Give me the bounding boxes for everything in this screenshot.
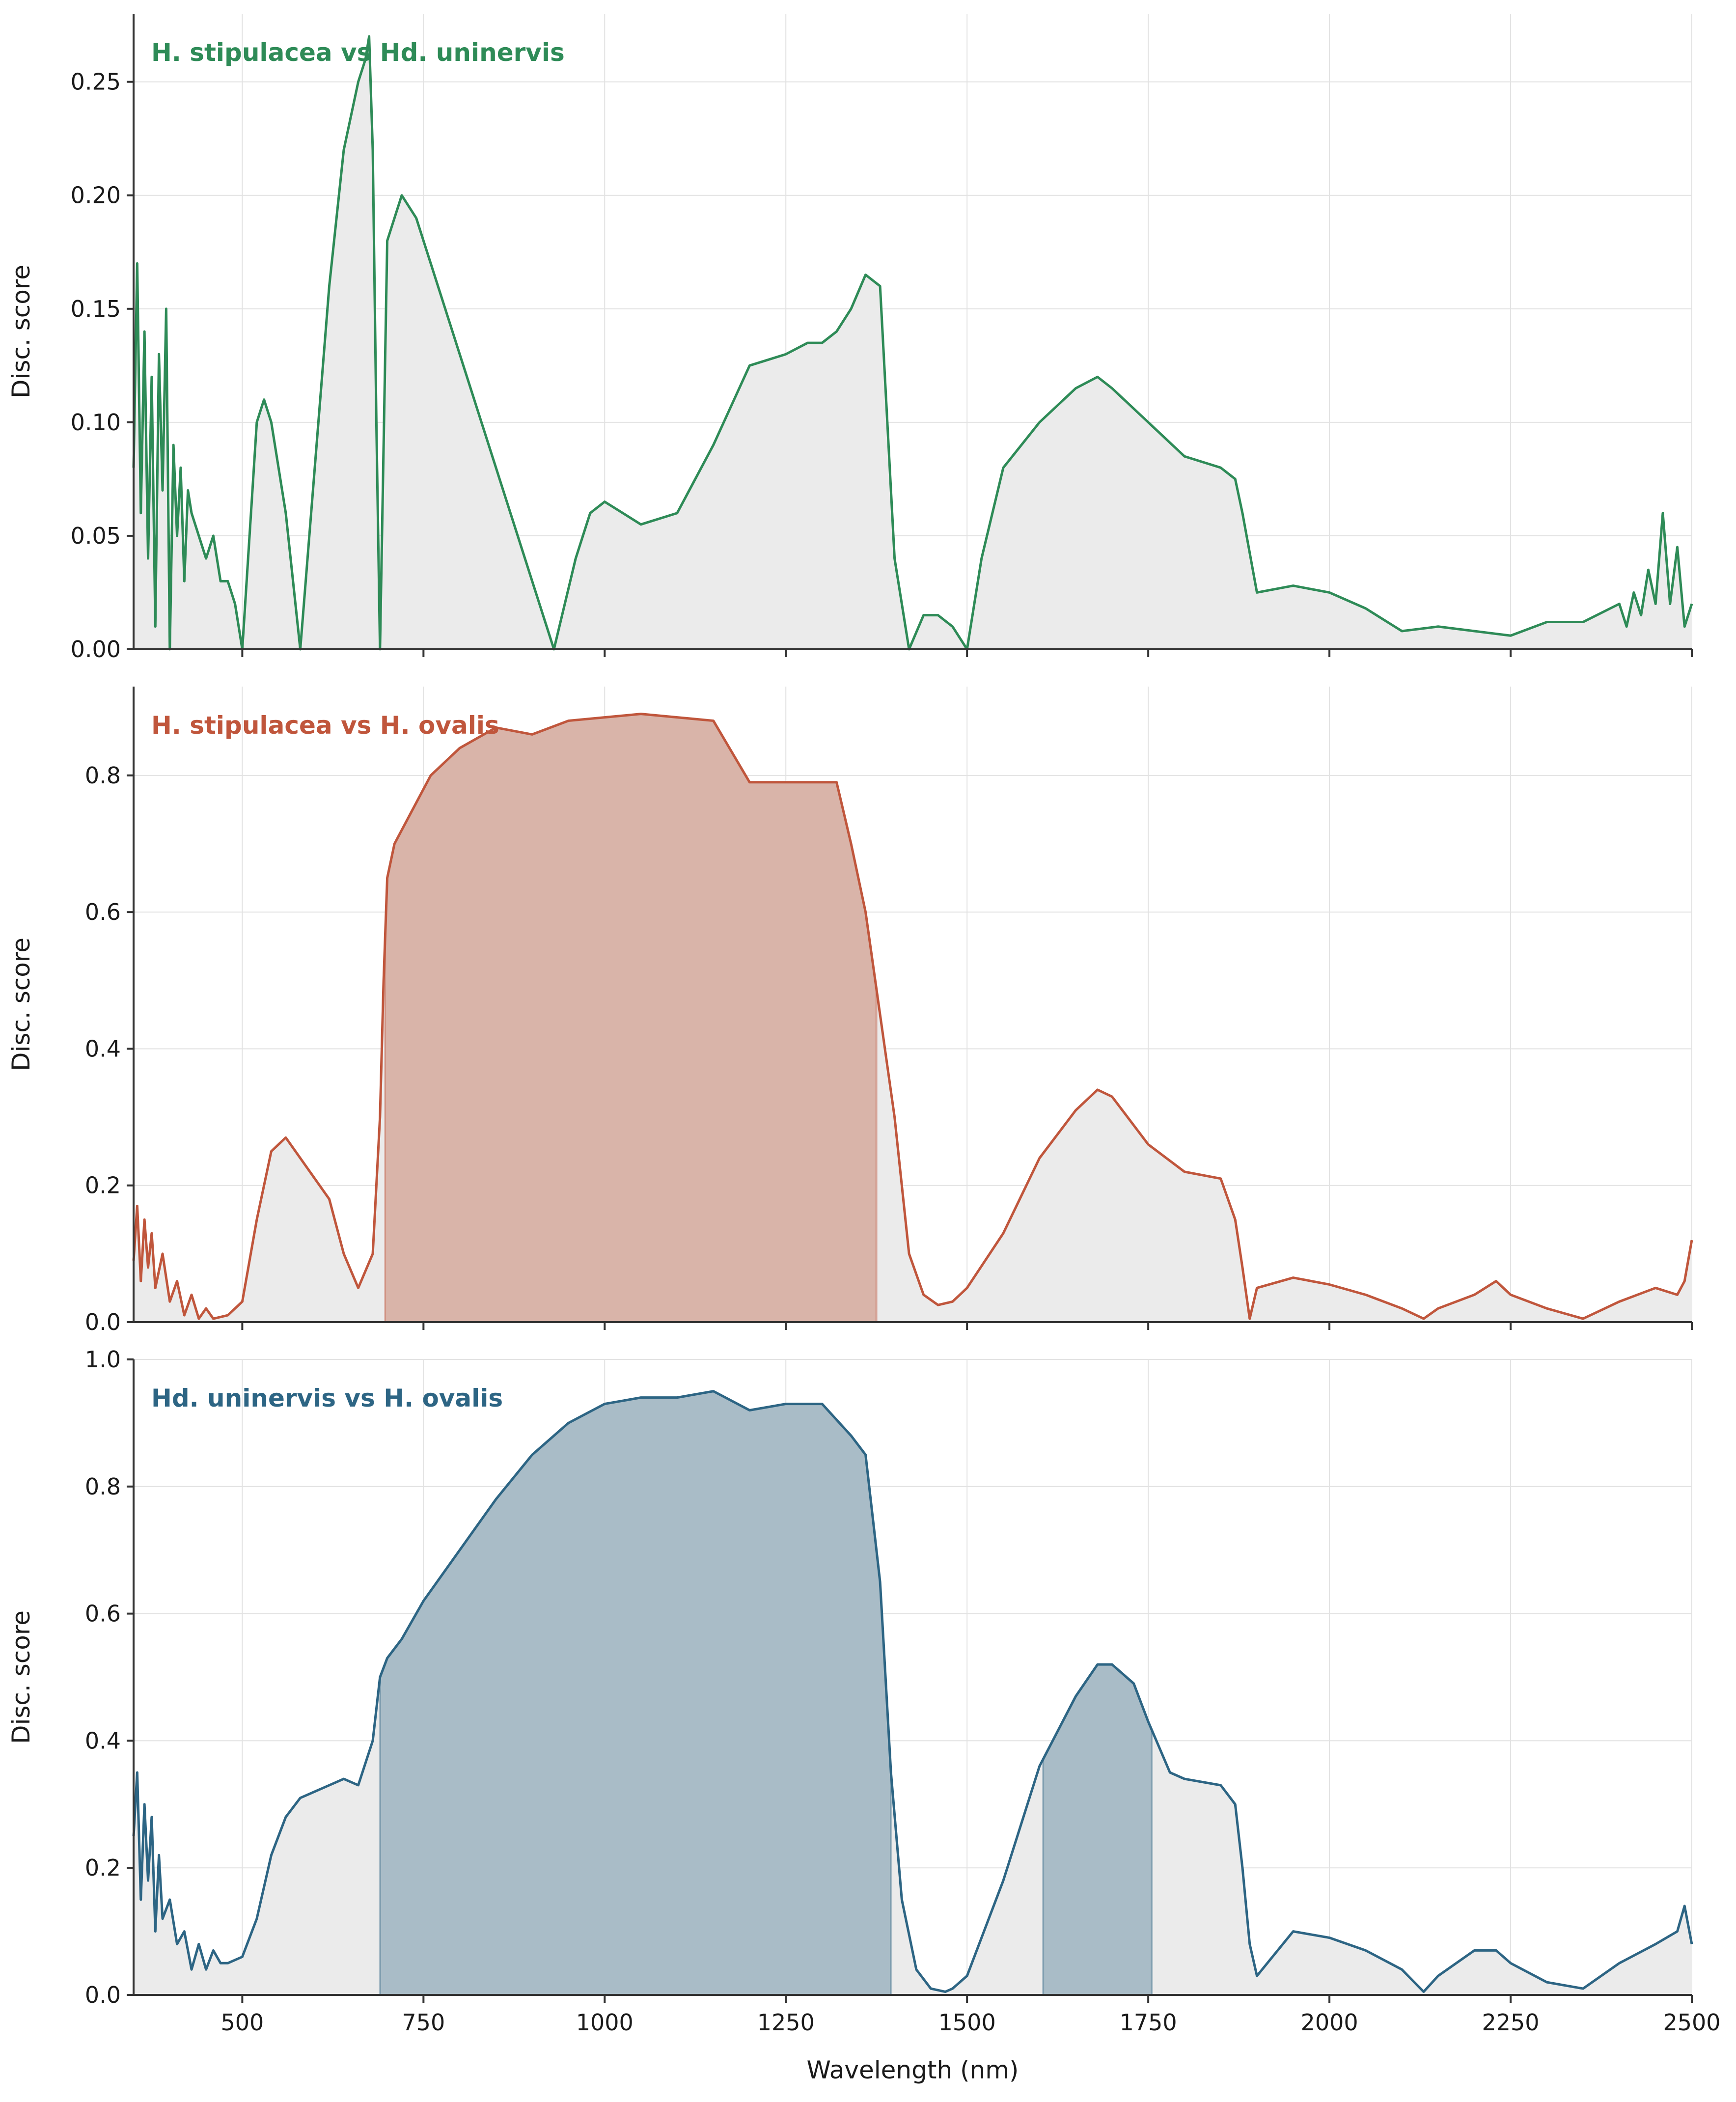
panel-3-ylabel: Disc. score — [7, 1610, 35, 1744]
panel-3-highlight-range-0 — [379, 1390, 892, 1996]
panel-1-ytick-label-5: 0.25 — [71, 69, 121, 95]
panel-2-grid — [134, 687, 1692, 1323]
panel-1-ytick-label-4: 0.20 — [71, 182, 121, 209]
panel-3-xticks: 500 750 1000 1250 1500 1750 2000 2250 2500 — [220, 1995, 1721, 2036]
panel-3: 0.0 0.2 0.4 0.6 0.8 1.0 500 750 1000 1250 1500 175… — [7, 1346, 1721, 2084]
panel-2-fill — [134, 714, 1692, 1322]
panel-2-area-fill — [134, 714, 1692, 1322]
panel-2-xticks — [241, 1322, 1693, 1330]
panel-2-highlight — [384, 713, 878, 1323]
panel-3-ytick-label-1: 0.2 — [85, 1854, 121, 1881]
panel-3-highlight-range-1 — [1042, 1663, 1153, 1996]
panel-1-area-fill — [134, 36, 1692, 650]
panel-3-ytick-label-5: 1.0 — [85, 1346, 121, 1373]
panel-3-xtick-label-5: 1750 — [1120, 2009, 1177, 2036]
panel-2: 0.0 0.2 0.4 0.6 0.8 H. stipulacea vs H. oval… — [7, 687, 1693, 1335]
panel-1-series-line — [132, 35, 1693, 651]
panel-1-yticks: 0.00 0.05 0.10 0.15 0.20 0.25 — [71, 69, 134, 663]
panel-3-xlabel: Wavelength (nm) — [807, 2056, 1019, 2084]
panel-1-ytick-label-3: 0.15 — [71, 296, 121, 322]
panel-1: 0.00 0.05 0.10 0.15 0.20 0.25 H. stipulacea v… — [7, 14, 1693, 663]
panel-3-xtick-label-3: 1250 — [757, 2009, 815, 2036]
panel-2-ytick-label-3: 0.6 — [85, 899, 121, 925]
panel-1-title: H. stipulacea vs Hd. uninervis — [151, 38, 565, 67]
panel-2-yticks: 0.0 0.2 0.4 0.6 0.8 — [85, 762, 134, 1335]
panel-2-ytick-label-0: 0.0 — [85, 1309, 121, 1335]
panel-2-ylabel: Disc. score — [7, 938, 35, 1071]
panel-3-xtick-label-8: 2500 — [1663, 2009, 1720, 2036]
panel-1-xticks — [241, 649, 1693, 657]
panel-3-ytick-label-2: 0.4 — [85, 1727, 121, 1754]
panel-3-xtick-label-4: 1500 — [938, 2009, 996, 2036]
panel-3-ytick-label-4: 0.8 — [85, 1473, 121, 1500]
panel-3-highlight — [379, 1390, 1153, 1996]
panel-2-series-line — [132, 713, 1693, 1320]
panel-2-ytick-label-2: 0.4 — [85, 1035, 121, 1062]
panel-1-ytick-label-1: 0.05 — [71, 523, 121, 549]
panel-3-area-fill — [134, 1391, 1692, 1995]
panel-1-ylabel: Disc. score — [7, 265, 35, 398]
panel-3-xtick-label-7: 2250 — [1482, 2009, 1540, 2036]
panel-3-xtick-label-6: 2000 — [1301, 2009, 1358, 2036]
panel-3-ytick-label-3: 0.6 — [85, 1601, 121, 1627]
panel-2-ytick-label-1: 0.2 — [85, 1172, 121, 1199]
panel-2-ytick-label-4: 0.8 — [85, 762, 121, 789]
panel-3-fill — [134, 1391, 1692, 1995]
panel-1-ytick-label-0: 0.00 — [71, 636, 121, 663]
panel-1-ytick-label-2: 0.10 — [71, 409, 121, 436]
panel-3-yticks: 0.0 0.2 0.4 0.6 0.8 1.0 — [85, 1346, 134, 2008]
panel-2-axes — [133, 687, 1692, 1323]
panel-1-fill — [134, 36, 1692, 650]
panel-3-series-line — [132, 1390, 1693, 1993]
panel-3-title: Hd. uninervis vs H. ovalis — [151, 1384, 503, 1412]
panel-3-xtick-label-0: 500 — [220, 2009, 264, 2036]
panel-3-xtick-label-2: 1000 — [576, 2009, 634, 2036]
panel-2-highlight-range-0 — [384, 713, 878, 1323]
panel-1-axes — [133, 14, 1692, 650]
panel-3-ytick-label-0: 0.0 — [85, 1982, 121, 2008]
panel-3-axes — [133, 1359, 1692, 1996]
panel-2-title: H. stipulacea vs H. ovalis — [151, 711, 499, 740]
panel-3-xtick-label-1: 750 — [402, 2009, 445, 2036]
